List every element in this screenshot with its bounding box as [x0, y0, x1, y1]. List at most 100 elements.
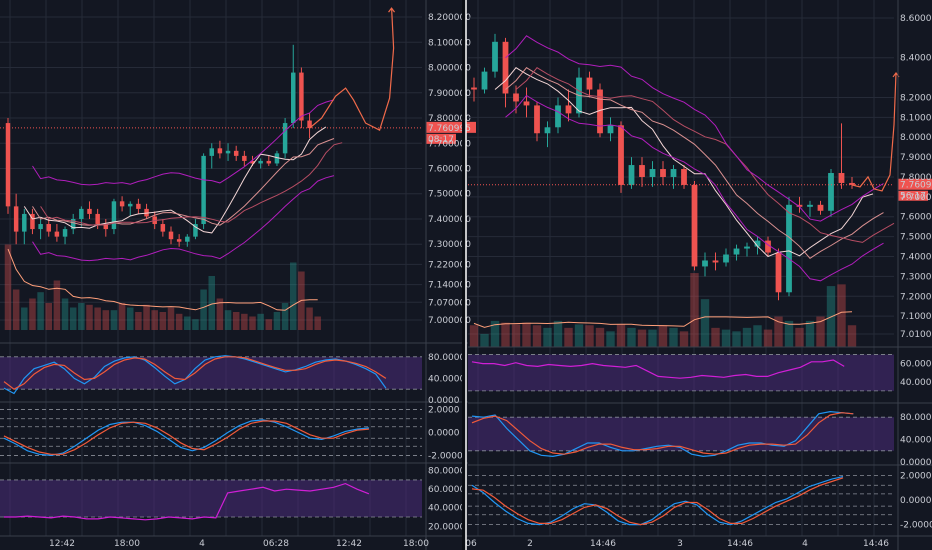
left-volume-bar — [37, 292, 44, 330]
left-volume-bar — [135, 312, 142, 330]
left-volume-bar — [61, 298, 69, 330]
right-smi-signal-line — [471, 477, 844, 526]
right-candle-body — [471, 87, 477, 90]
left-volume-bar — [257, 313, 264, 330]
right-stoch-k-line — [471, 410, 854, 458]
right-candle-body — [807, 204, 813, 207]
right-stoch-axis-label: 0.0000 — [900, 458, 932, 468]
left-smi-axis-label: 2.0000 — [428, 406, 460, 416]
right-volume-bar — [616, 324, 626, 347]
right-candle-body — [649, 169, 656, 177]
left-smi-axis-label: 0.0000 — [428, 429, 460, 439]
left-time-tick-label: 18:00 — [114, 539, 140, 549]
right-volume-bar — [490, 320, 500, 347]
right-candle-body — [786, 204, 792, 293]
right-volume-bar — [795, 327, 804, 347]
left-volume-bar — [289, 262, 297, 330]
right-candle-body — [775, 252, 782, 293]
left-bollinger-lower-line — [32, 175, 335, 262]
left-candle-body — [111, 201, 117, 230]
right-volume-bar — [742, 327, 752, 347]
right-rsi-band — [468, 354, 894, 391]
right-volume-bar — [669, 327, 678, 347]
right-candle-body — [555, 105, 561, 128]
left-ma-slow-line — [40, 142, 343, 226]
right-volume-bar — [816, 316, 825, 347]
right-candle-body — [723, 254, 729, 263]
right-candle-body — [702, 260, 708, 267]
right-candle-body — [513, 93, 519, 102]
right-volume-bar — [480, 333, 489, 347]
left-candle-body — [266, 160, 272, 164]
left-stoch-axis-label: 0.0000 — [428, 396, 460, 406]
right-volume-bar — [574, 324, 584, 347]
left-volume-bar — [306, 307, 313, 330]
left-volume-bar — [126, 307, 134, 330]
left-volume-bar — [216, 298, 224, 330]
left-price-tick-label: 7.300000 — [428, 240, 471, 250]
right-rsi-line — [471, 359, 845, 379]
left-price-tick-label: 7.700000 — [428, 139, 471, 149]
left-volume-bar — [86, 304, 93, 330]
left-volume-bar — [45, 303, 53, 330]
right-price-tick-label: 7.300000 — [900, 272, 932, 282]
chart-divider — [462, 0, 466, 550]
left-candle-body — [70, 218, 76, 230]
left-price-tick-label: 7.800000 — [428, 114, 471, 124]
right-candle-body — [754, 240, 761, 247]
left-candle-body — [168, 231, 174, 240]
right-volume-bar — [711, 327, 720, 347]
right-price-tick-label: 7.800000 — [900, 173, 932, 183]
right-price-tick-label: 7.500000 — [900, 233, 932, 243]
left-rsi-band — [0, 479, 422, 518]
left-volume-bar — [184, 316, 191, 330]
left-candle-body — [225, 150, 231, 154]
right-volume-ma-line — [473, 311, 853, 328]
left-smi-main-line — [3, 419, 369, 457]
left-stoch-d-line — [3, 356, 387, 390]
left-candle-body — [193, 224, 198, 237]
left-time-tick-label: 4 — [199, 539, 205, 549]
left-candle-body — [38, 224, 43, 230]
right-volume-bar — [847, 325, 857, 347]
left-volume-bar — [224, 310, 232, 330]
left-candle-body — [299, 72, 304, 121]
left-candle-body — [176, 239, 182, 242]
left-price-tick-label: 7.600000 — [428, 165, 471, 175]
right-time-tick-label: 4 — [802, 539, 808, 549]
left-candle-body — [282, 123, 288, 154]
right-candle-body — [849, 182, 855, 185]
right-candle-body — [838, 173, 845, 183]
right-candle-body — [607, 125, 614, 134]
left-candle-body — [242, 155, 247, 161]
right-bollinger-upper-line — [505, 35, 884, 222]
right-candle-body — [681, 169, 687, 185]
left-candle-body — [128, 203, 133, 207]
right-candle-body — [492, 41, 498, 72]
right-time-tick-label: 14:46 — [863, 539, 889, 549]
right-volume-bar — [606, 331, 615, 347]
left-last-price-label: 7.760995 — [428, 124, 471, 134]
right-candle-body — [597, 89, 603, 134]
right-volume-bar — [837, 284, 846, 347]
right-price-tick-label: 7.600000 — [900, 213, 932, 223]
left-volume-bar — [208, 276, 216, 330]
right-chart-panel — [468, 0, 932, 550]
right-candle-body — [765, 240, 771, 253]
left-candle-body — [201, 155, 206, 225]
right-ma-slow-line — [515, 67, 895, 243]
right-candle-body — [796, 204, 803, 207]
right-candle-body — [523, 101, 530, 106]
left-volume-bar — [53, 280, 61, 330]
left-volume-bar — [265, 319, 273, 330]
right-candle-body — [639, 165, 645, 177]
right-volume-bar — [784, 320, 794, 347]
right-price-tick-label: 7.900000 — [900, 153, 932, 163]
left-volume-bar — [232, 312, 240, 330]
left-volume-bar — [200, 289, 207, 330]
left-candle-body — [250, 160, 255, 164]
left-volume-bar — [241, 313, 248, 330]
left-candle-body — [30, 213, 35, 230]
